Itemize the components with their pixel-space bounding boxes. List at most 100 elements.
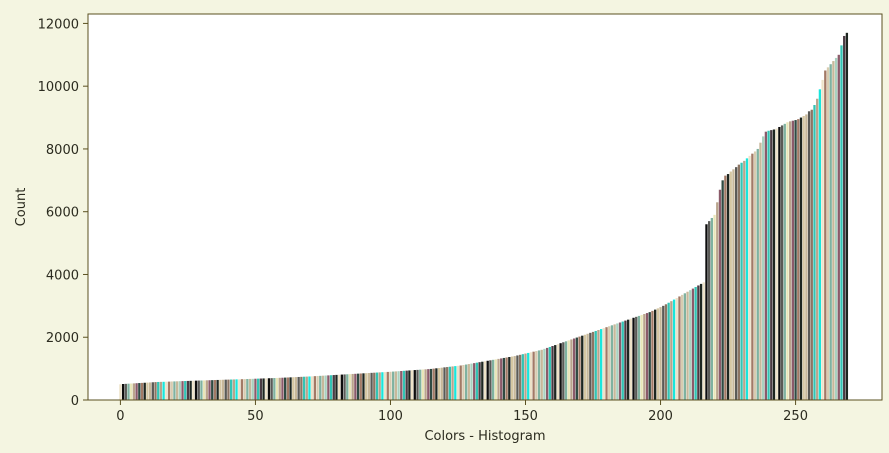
bar (532, 351, 535, 400)
bar (799, 117, 803, 400)
bar (697, 285, 700, 400)
bar (219, 379, 222, 400)
bar (419, 369, 422, 400)
bar (400, 371, 403, 400)
bar (478, 362, 481, 400)
bar (743, 160, 746, 400)
bar (424, 369, 427, 400)
bar (308, 376, 311, 400)
bar (159, 381, 163, 400)
bar (640, 314, 643, 400)
bar (464, 364, 468, 400)
bar (737, 164, 741, 400)
bar (416, 369, 419, 400)
bar (535, 351, 538, 400)
bar (805, 114, 808, 401)
bar (248, 378, 252, 400)
bar (816, 98, 819, 400)
bar (772, 129, 776, 401)
bar (140, 382, 144, 400)
bar (824, 70, 827, 401)
bar (462, 365, 465, 400)
bar (578, 336, 581, 400)
bar (448, 366, 452, 400)
bar (843, 35, 846, 400)
bar (246, 379, 249, 400)
bar (648, 312, 651, 400)
bar (467, 364, 470, 400)
bar (437, 367, 441, 400)
bar (481, 361, 484, 400)
bar (370, 372, 373, 400)
bar (686, 291, 689, 400)
bar (408, 370, 411, 400)
bar (537, 350, 541, 400)
bar (764, 131, 768, 400)
bar (270, 378, 273, 400)
bar (556, 344, 560, 400)
bar (624, 320, 627, 400)
bar (332, 375, 335, 400)
bar (521, 354, 524, 400)
y-tick-label: 6000 (46, 206, 79, 221)
bar (554, 345, 557, 400)
y-tick-label: 0 (71, 394, 79, 409)
bar (810, 109, 813, 400)
x-tick-label: 100 (378, 409, 403, 424)
bar (786, 122, 789, 401)
bar (211, 380, 214, 400)
bar (405, 370, 408, 400)
bar (608, 326, 611, 400)
bar (767, 130, 770, 401)
bar (729, 171, 732, 400)
bar (629, 318, 632, 400)
bar (254, 378, 257, 400)
bar (570, 339, 573, 400)
bar (718, 189, 722, 400)
bar (613, 324, 616, 400)
bar (473, 363, 476, 400)
bar (257, 378, 260, 400)
bar (327, 375, 330, 400)
bar (840, 45, 843, 400)
bar (632, 317, 635, 400)
bar (335, 374, 338, 400)
bar (124, 383, 127, 400)
bar (421, 369, 425, 400)
bar (489, 360, 492, 400)
bar (359, 373, 362, 400)
bar (708, 221, 711, 400)
bar (197, 380, 200, 400)
bar (427, 369, 430, 400)
bar (410, 370, 414, 400)
bar (456, 365, 460, 400)
bar (683, 293, 686, 400)
bar (664, 304, 668, 400)
bar (529, 352, 533, 400)
bar (173, 381, 176, 400)
bar (251, 378, 254, 400)
bar (346, 374, 349, 400)
bar (170, 381, 173, 400)
bar (829, 64, 832, 401)
bar (313, 376, 317, 400)
bar (240, 379, 244, 400)
bar (329, 375, 333, 400)
bar (186, 380, 190, 400)
bar (362, 373, 365, 400)
bar (751, 153, 754, 400)
bar (443, 367, 446, 400)
bar (262, 378, 265, 400)
bar (378, 372, 381, 400)
bar (348, 374, 352, 400)
bar (797, 119, 800, 400)
x-tick-label: 150 (513, 409, 538, 424)
bar (386, 371, 389, 400)
bar (654, 309, 657, 400)
bar (510, 356, 514, 400)
bar (791, 120, 795, 400)
y-tick-label: 10000 (38, 80, 79, 95)
bar (497, 358, 500, 400)
bar (762, 136, 765, 400)
bar (383, 372, 387, 400)
